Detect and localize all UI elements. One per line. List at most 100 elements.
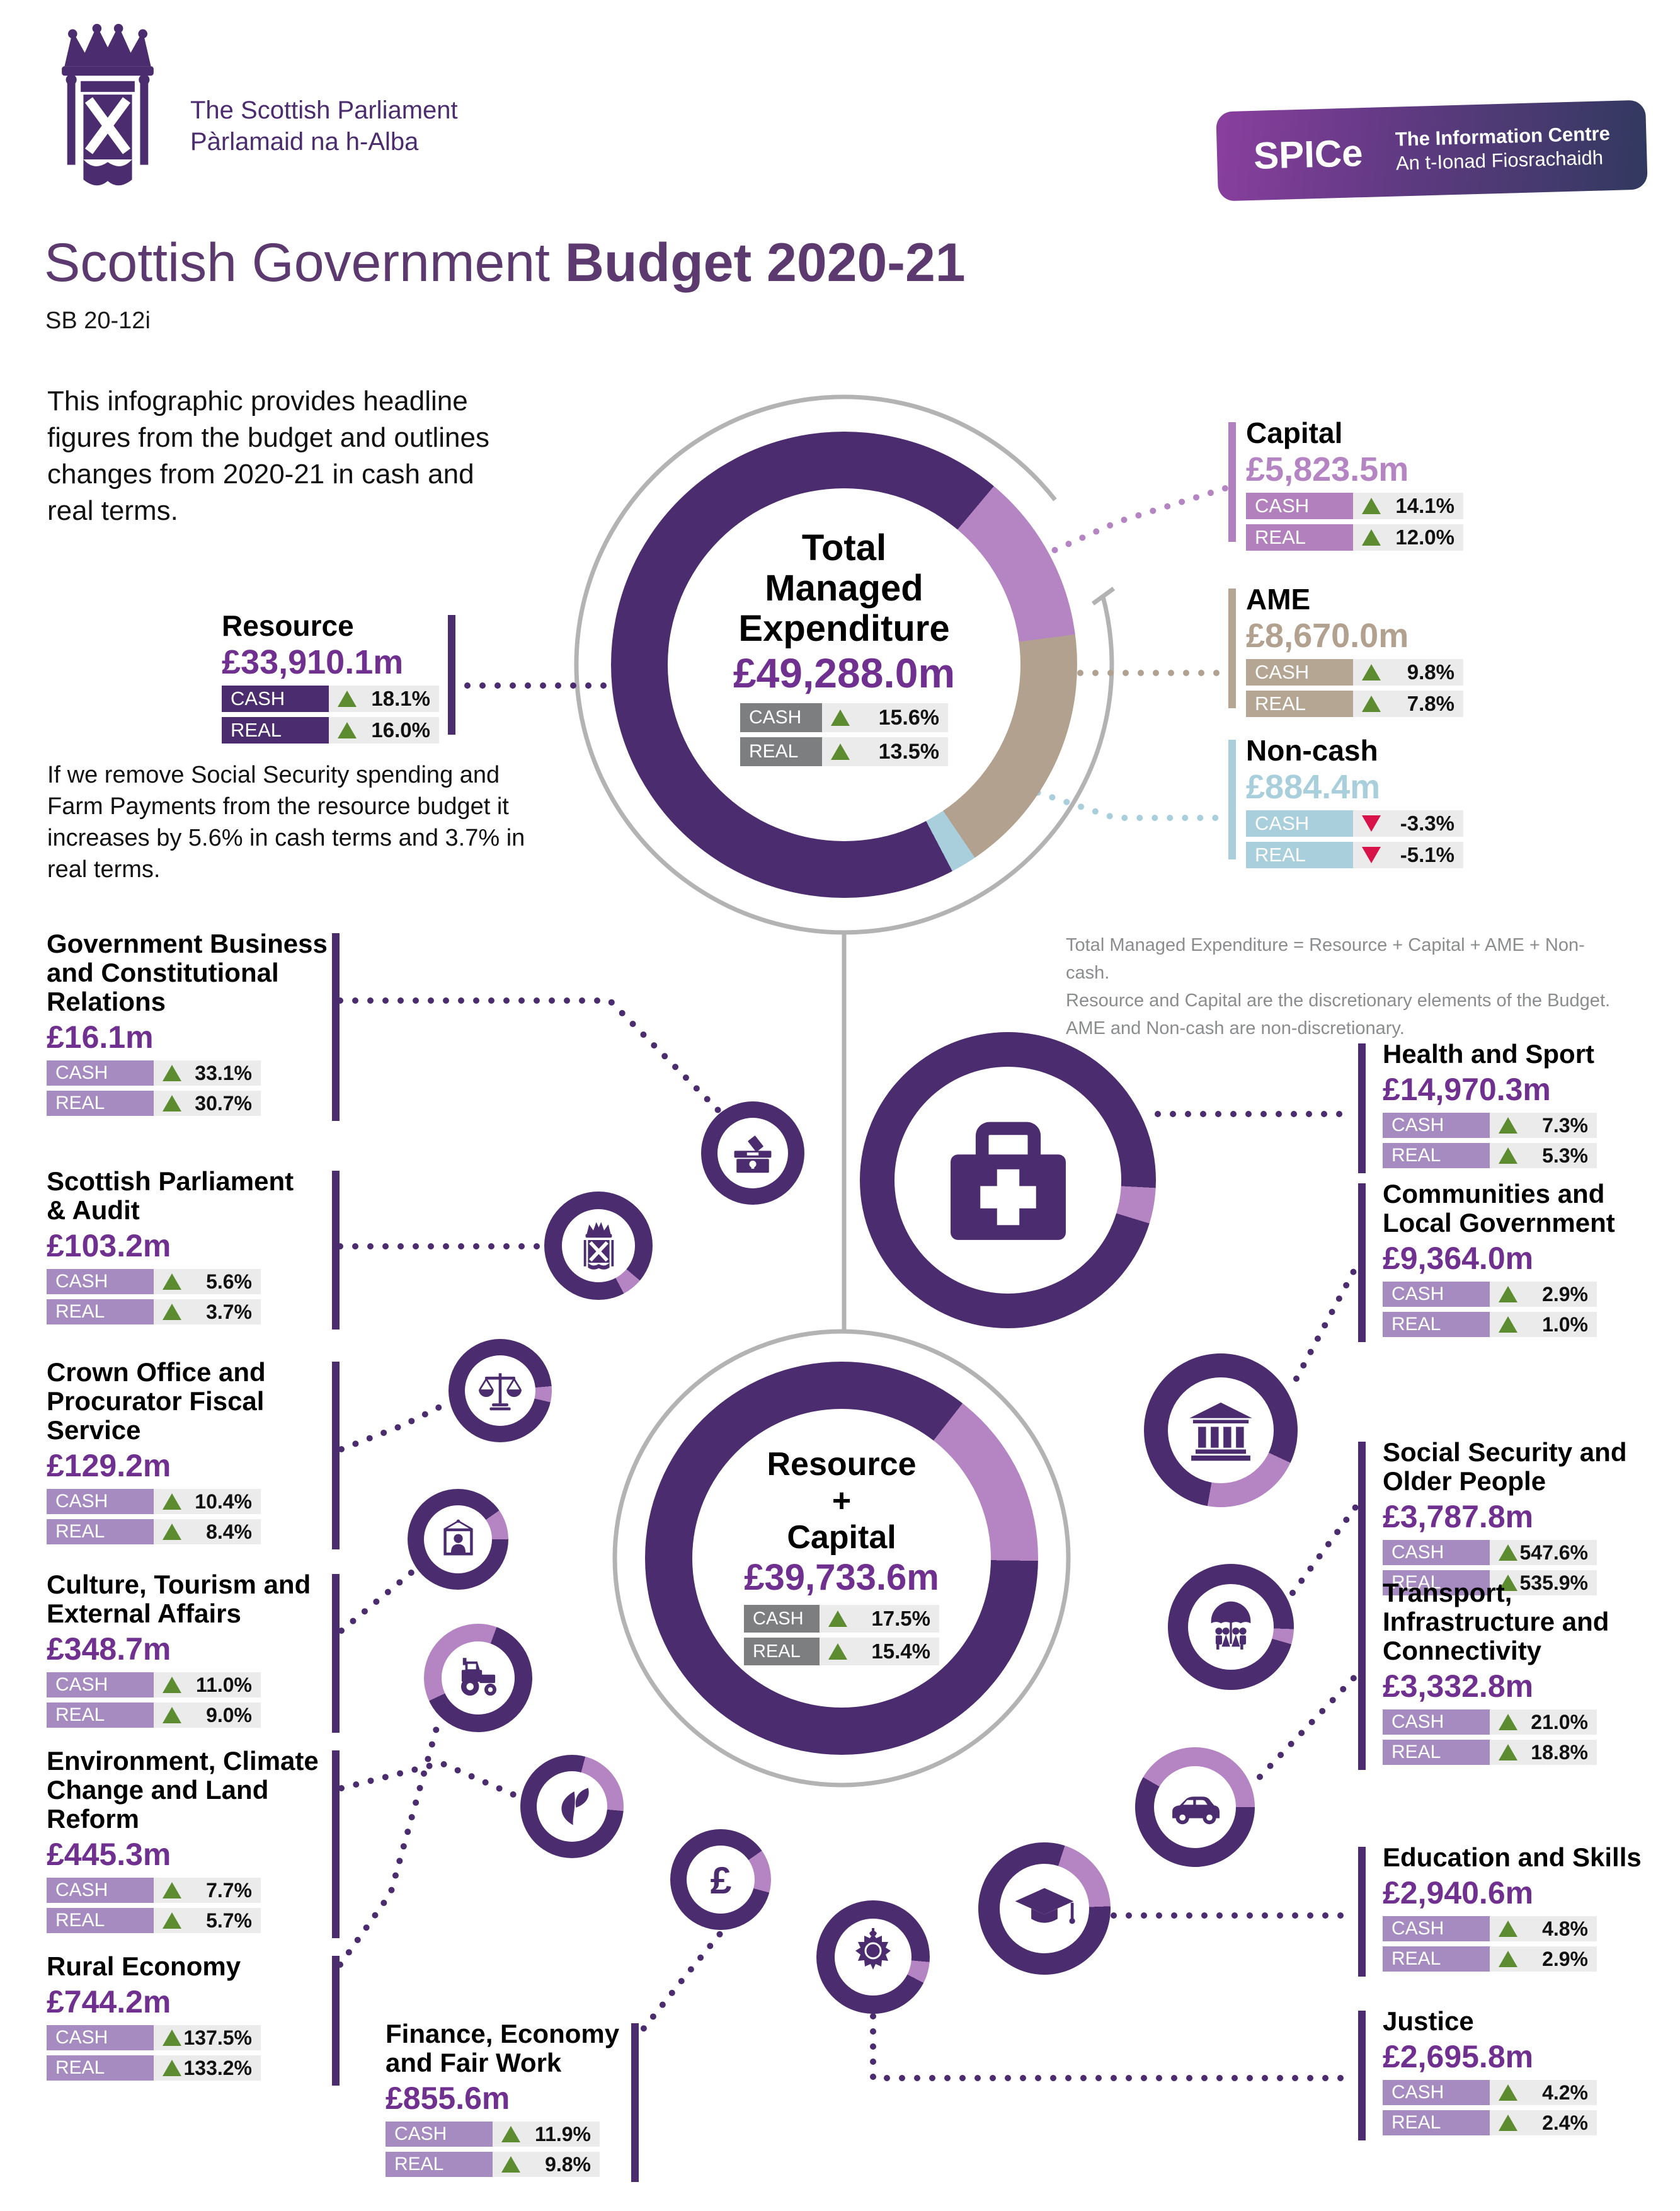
section-justice-bar xyxy=(1358,2011,1366,2140)
section-transport-cash-row-pct: 21.0% xyxy=(1531,1710,1588,1733)
increase-triangle-icon xyxy=(163,1095,181,1111)
section-scottish-parliament: Scottish Parliament & Audit £103.2m CASH 5.6… xyxy=(47,1167,343,1329)
section-health-icon-hole xyxy=(894,1067,1121,1294)
increase-triangle-icon xyxy=(1362,664,1381,681)
section-scottish-parliament-icon-ring xyxy=(544,1192,653,1300)
component-capital-cash-row: CASH 14.1% xyxy=(1246,493,1511,519)
section-justice-name-line1: Justice xyxy=(1383,2006,1474,2036)
increase-triangle-icon xyxy=(828,1611,847,1627)
footnote-line2: Resource and Capital are the discretiona… xyxy=(1066,991,1611,1011)
section-environment-name-line2: Change and Land xyxy=(47,1775,269,1805)
component-resource-real-row-value: 16.0% xyxy=(329,717,439,744)
section-culture-rows: CASH 11.0% REAL 9.0% xyxy=(47,1672,343,1728)
component-capital-name: Capital xyxy=(1246,416,1343,449)
connector-gov-business xyxy=(337,997,725,1117)
component-capital-real-row-label: REAL xyxy=(1246,524,1353,551)
increase-triangle-icon xyxy=(163,2060,181,2076)
footnote-line1: Total Managed Expenditure = Resource + C… xyxy=(1066,935,1585,983)
section-finance-cash-row-value: 11.9% xyxy=(493,2122,600,2147)
section-finance-name-line1: Finance, Economy xyxy=(386,2019,620,2048)
section-justice-cash-row-pct: 4.2% xyxy=(1542,2081,1588,2104)
section-culture-real-row-pct: 9.0% xyxy=(206,1703,252,1726)
section-scottish-parliament-real-row-label: REAL xyxy=(47,1299,154,1324)
section-scottish-parliament-cash-row-pct: 5.6% xyxy=(206,1270,252,1293)
car-icon xyxy=(1172,1796,1220,1824)
section-rural-economy: Rural Economy £744.2m CASH 137.5% REAL 133.2% xyxy=(47,1952,343,2086)
component-ame-name: AME xyxy=(1246,583,1311,616)
section-rural-economy-cash-row: CASH 137.5% xyxy=(47,2025,343,2050)
section-culture: Culture, Tourism and External Affairs £348… xyxy=(47,1570,343,1733)
section-finance-rows: CASH 11.9% REAL 9.8% xyxy=(386,2122,682,2177)
rc-donut-center: Resource + Capital £39,733.6m CASH 17.5% R… xyxy=(684,1446,999,1670)
section-crown-office: Crown Office and Procurator Fiscal Service… xyxy=(47,1358,343,1549)
increase-triangle-icon xyxy=(1362,529,1381,546)
section-transport-real-row-value: 18.8% xyxy=(1490,1740,1597,1765)
component-noncash-real-row-label: REAL xyxy=(1246,842,1353,868)
section-communities-icon-ring xyxy=(1144,1353,1298,1507)
section-environment-rows: CASH 7.7% REAL 5.7% xyxy=(47,1878,343,1933)
section-environment-real-row-pct: 5.7% xyxy=(206,1909,252,1932)
component-resource-value: £33,910.1m xyxy=(222,643,404,681)
rc-value: £39,733.6m xyxy=(744,1557,939,1598)
section-crown-office-value: £129.2m xyxy=(47,1448,171,1483)
section-scottish-parliament-icon-hole xyxy=(562,1209,635,1282)
section-social-security-real-row-pct: 535.9% xyxy=(1519,1571,1588,1594)
component-capital-bar xyxy=(1228,422,1236,542)
section-gov-business-cash-row-value: 33.1% xyxy=(154,1060,261,1086)
section-culture-name: Culture, Tourism and External Affairs xyxy=(47,1570,343,1628)
connector-transport xyxy=(1257,1673,1359,1780)
section-crown-office-name-line1: Crown Office and xyxy=(47,1357,266,1387)
increase-triangle-icon xyxy=(831,709,850,726)
increase-triangle-icon xyxy=(338,722,357,738)
section-justice-icon-ring xyxy=(816,1900,930,2014)
section-education-icon-ring xyxy=(978,1842,1111,1975)
section-scottish-parliament-real-row-value: 3.7% xyxy=(154,1299,261,1324)
section-rural-economy-real-row-value: 133.2% xyxy=(154,2055,261,2081)
component-capital-real-row-pct: 12.0% xyxy=(1395,525,1454,549)
component-noncash-name: Non-cash xyxy=(1246,734,1378,767)
section-scottish-parliament-name-line2: & Audit xyxy=(47,1195,140,1225)
umbrella-people-icon xyxy=(1211,1601,1251,1650)
section-education-real-row: REAL 2.9% xyxy=(1383,1946,1679,1972)
section-communities-icon-hole xyxy=(1168,1377,1274,1483)
section-rural-economy-rows: CASH 137.5% REAL 133.2% xyxy=(47,2025,343,2081)
section-crown-office-name-line2: Procurator Fiscal xyxy=(47,1386,265,1416)
section-culture-icon-ring xyxy=(408,1489,508,1590)
section-health-cash-row: CASH 7.3% xyxy=(1383,1113,1679,1138)
section-transport-real-row-label: REAL xyxy=(1383,1740,1490,1765)
increase-triangle-icon xyxy=(1499,1147,1517,1164)
section-culture-cash-row: CASH 11.0% xyxy=(47,1672,343,1697)
svg-text:£: £ xyxy=(710,1858,731,1901)
component-noncash-cash-row: CASH -3.3% xyxy=(1246,810,1511,837)
section-culture-cash-row-pct: 11.0% xyxy=(196,1673,252,1696)
component-capital-cash-row-label: CASH xyxy=(1246,493,1353,519)
police-badge-icon xyxy=(855,1928,891,1970)
tme-cash-row-label: CASH xyxy=(740,703,822,732)
section-health-cash-row-label: CASH xyxy=(1383,1113,1490,1138)
section-crown-office-icon-hole xyxy=(465,1355,535,1426)
page-title-bold: Budget 2020-21 xyxy=(564,233,966,293)
section-social-security-name: Social Security and Older People xyxy=(1383,1438,1679,1496)
connector-justice xyxy=(870,2013,1355,2081)
section-communities-cash-row-value: 2.9% xyxy=(1490,1282,1597,1307)
section-education-cash-row-value: 4.8% xyxy=(1490,1916,1597,1941)
section-environment-real-row: REAL 5.7% xyxy=(47,1908,343,1933)
section-social-security-cash-row: CASH 547.6% xyxy=(1383,1540,1679,1565)
section-finance: Finance, Economy and Fair Work £855.6m CASH… xyxy=(386,2019,682,2182)
resource-note: If we remove Social Security spending an… xyxy=(47,762,525,883)
section-gov-business-real-row-label: REAL xyxy=(47,1091,154,1116)
section-health-name-line1: Health and Sport xyxy=(1383,1039,1595,1069)
graduation-cap-icon xyxy=(1015,1888,1075,1924)
section-transport-name-line2: Infrastructure and xyxy=(1383,1607,1609,1636)
component-noncash-bar xyxy=(1228,740,1236,859)
intro-text: This infographic provides headline figur… xyxy=(47,386,490,526)
section-scottish-parliament-name-line1: Scottish Parliament xyxy=(47,1166,294,1196)
component-resource-cash-row-pct: 18.1% xyxy=(371,687,430,710)
section-transport-name-line3: Connectivity xyxy=(1383,1636,1542,1665)
section-justice-name: Justice xyxy=(1383,2007,1679,2036)
component-ame-real-row-label: REAL xyxy=(1246,691,1353,717)
section-social-security-bar xyxy=(1358,1442,1366,1600)
component-resource: Resource £33,910.1m CASH 18.1% REAL 16.0% xyxy=(222,610,486,749)
section-transport-real-row-pct: 18.8% xyxy=(1531,1740,1588,1764)
section-health-real-row-pct: 5.3% xyxy=(1542,1144,1588,1167)
